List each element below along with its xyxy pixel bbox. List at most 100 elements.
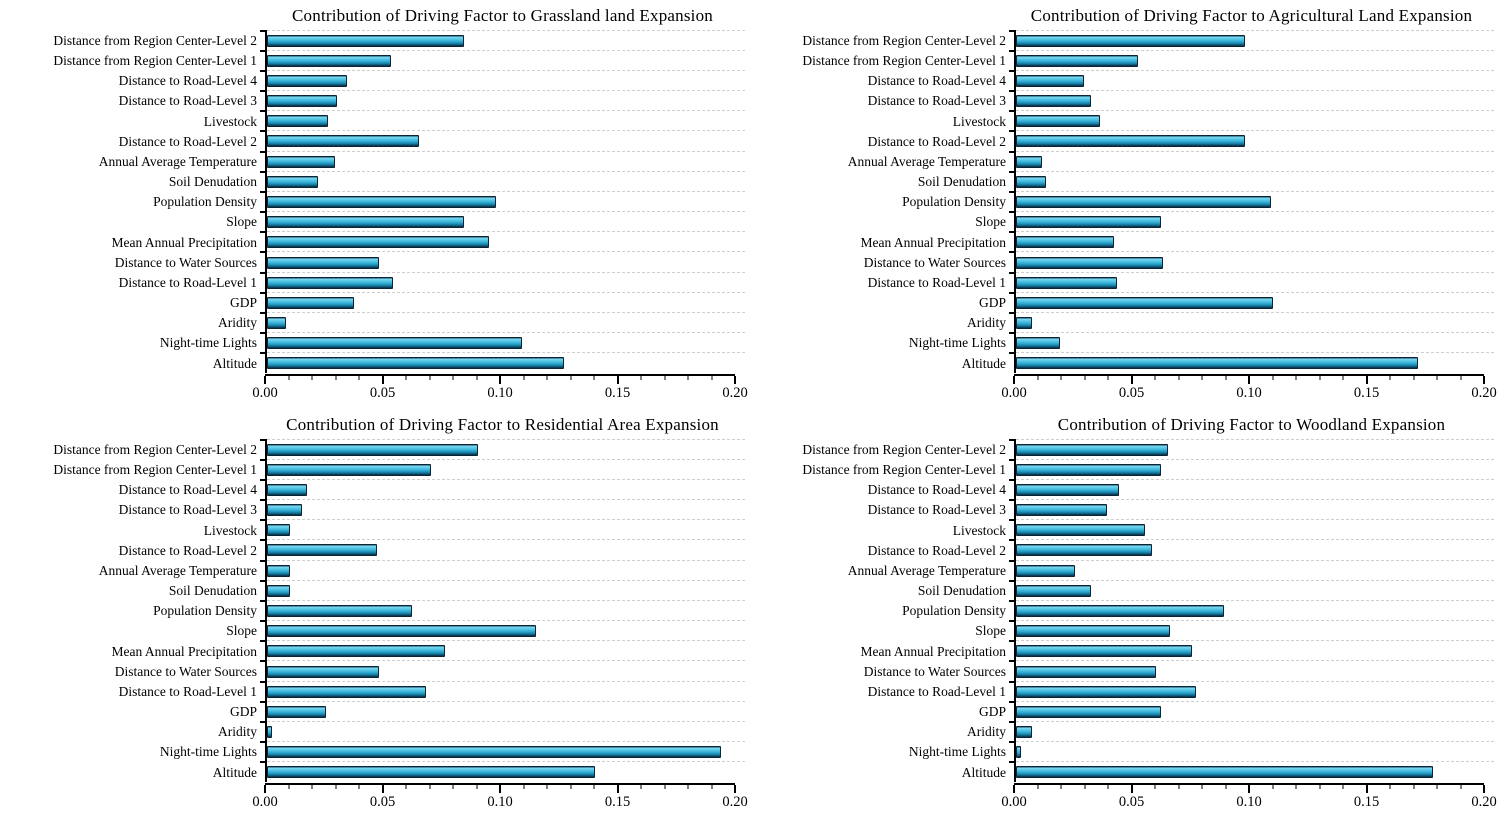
- x-minor-tick: [1060, 784, 1062, 789]
- bar: [267, 665, 380, 678]
- gridline: [1016, 458, 1494, 460]
- bar: [267, 337, 523, 350]
- bar: [1016, 463, 1162, 476]
- bar-track: [260, 332, 745, 354]
- gridline: [1016, 700, 1494, 702]
- y-axis-tick: [1009, 352, 1016, 355]
- bar-track: [260, 559, 745, 581]
- category-label: Distance to Road-Level 3: [867, 502, 1006, 518]
- x-minor-tick: [1154, 375, 1156, 380]
- category-row: Distance to Road-Level 1: [749, 680, 1494, 702]
- y-axis-tick: [1009, 332, 1016, 335]
- x-minor-tick: [1460, 784, 1461, 789]
- bar: [1016, 524, 1145, 537]
- bar: [267, 746, 721, 759]
- category-row: Soil Denudation: [749, 170, 1494, 192]
- x-minor-tick: [593, 375, 595, 380]
- y-axis-tick: [1009, 311, 1016, 314]
- bar: [1016, 135, 1246, 148]
- bar-track: [1009, 90, 1494, 112]
- gridline: [1016, 231, 1494, 233]
- category-label: Population Density: [153, 603, 257, 619]
- y-axis-tick: [260, 640, 267, 643]
- y-axis-tick: [260, 478, 267, 481]
- category-row: Altitude: [0, 761, 745, 783]
- bar: [1016, 54, 1138, 67]
- category-row: Distance from Region Center-Level 1: [749, 458, 1494, 480]
- x-minor-tick: [358, 784, 360, 789]
- x-major-tick: [1130, 784, 1133, 793]
- x-minor-tick: [570, 784, 571, 789]
- gridline: [1016, 720, 1494, 722]
- category-label: Distance to Road-Level 1: [118, 274, 257, 290]
- bar: [267, 564, 291, 577]
- bar-track: [1009, 720, 1494, 743]
- x-minor-tick: [1460, 375, 1461, 380]
- category-label: Slope: [226, 214, 257, 230]
- y-axis-tick: [1009, 720, 1016, 723]
- x-minor-tick: [664, 784, 665, 789]
- gridline: [267, 352, 745, 354]
- plot-rows: Distance from Region Center-Level 2 Dista…: [0, 29, 745, 374]
- bar: [1016, 256, 1164, 269]
- gridline: [267, 660, 745, 662]
- y-axis-tick: [1009, 640, 1016, 643]
- category-label: Aridity: [967, 724, 1006, 740]
- category-row: Distance from Region Center-Level 2: [0, 29, 745, 51]
- category-label: Distance to Road-Level 1: [867, 274, 1006, 290]
- x-tick-label: 0.20: [1471, 793, 1497, 810]
- category-label: Distance to Road-Level 4: [867, 482, 1006, 498]
- category-label: Altitude: [212, 764, 257, 780]
- bar-track: [1009, 49, 1494, 71]
- x-minor-tick: [335, 784, 336, 789]
- category-label: Population Density: [902, 194, 1006, 210]
- category-row: Livestock: [749, 519, 1494, 541]
- x-minor-tick: [335, 375, 336, 380]
- y-axis-tick: [260, 458, 267, 461]
- x-tick-label: 0.20: [722, 384, 748, 401]
- bar-track: [260, 620, 745, 642]
- category-label: Distance to Road-Level 3: [118, 502, 257, 518]
- category-row: Mean Annual Precipitation: [749, 231, 1494, 253]
- y-axis-tick: [1009, 680, 1016, 683]
- bar: [267, 605, 413, 617]
- gridline: [267, 90, 745, 92]
- bar-track: [260, 271, 745, 293]
- bar-track: [260, 539, 745, 561]
- category-label: Distance from Region Center-Level 1: [802, 462, 1006, 478]
- y-axis-tick: [260, 438, 267, 441]
- bar: [1016, 337, 1061, 350]
- category-label: Distance to Road-Level 2: [118, 133, 257, 149]
- category-label: GDP: [978, 704, 1006, 720]
- bar-track: [1009, 539, 1494, 561]
- x-major-tick: [1013, 784, 1015, 793]
- gridline: [267, 640, 745, 642]
- category-row: Distance to Road-Level 1: [0, 680, 745, 702]
- category-label: Annual Average Temperature: [98, 562, 257, 578]
- bar: [1016, 95, 1091, 108]
- category-label: Distance to Road-Level 4: [118, 73, 257, 89]
- category-row: GDP: [749, 291, 1494, 313]
- gridline: [267, 231, 745, 233]
- gridline: [1016, 90, 1494, 92]
- y-axis-tick: [260, 90, 267, 93]
- x-tick-label: 0.20: [1471, 384, 1497, 401]
- x-major-tick: [381, 784, 384, 793]
- bar-track: [260, 519, 745, 541]
- category-label: Livestock: [203, 113, 257, 129]
- category-label: Distance to Road-Level 3: [118, 93, 257, 109]
- chart-title: Contribution of Driving Factor to Grassl…: [292, 6, 713, 25]
- category-row: Distance to Water Sources: [749, 660, 1494, 682]
- category-label: Distance from Region Center-Level 2: [802, 441, 1006, 457]
- bar-track: [260, 700, 745, 722]
- gridline: [267, 680, 745, 682]
- x-minor-tick: [523, 375, 524, 380]
- bar-track: [260, 352, 745, 374]
- bar: [267, 504, 303, 517]
- category-row: Night-time Lights: [749, 741, 1494, 763]
- bar-track: [260, 90, 745, 112]
- y-axis-tick: [260, 352, 267, 355]
- bar-track: [1009, 438, 1494, 460]
- y-axis-tick: [1009, 620, 1016, 623]
- bar: [267, 544, 377, 557]
